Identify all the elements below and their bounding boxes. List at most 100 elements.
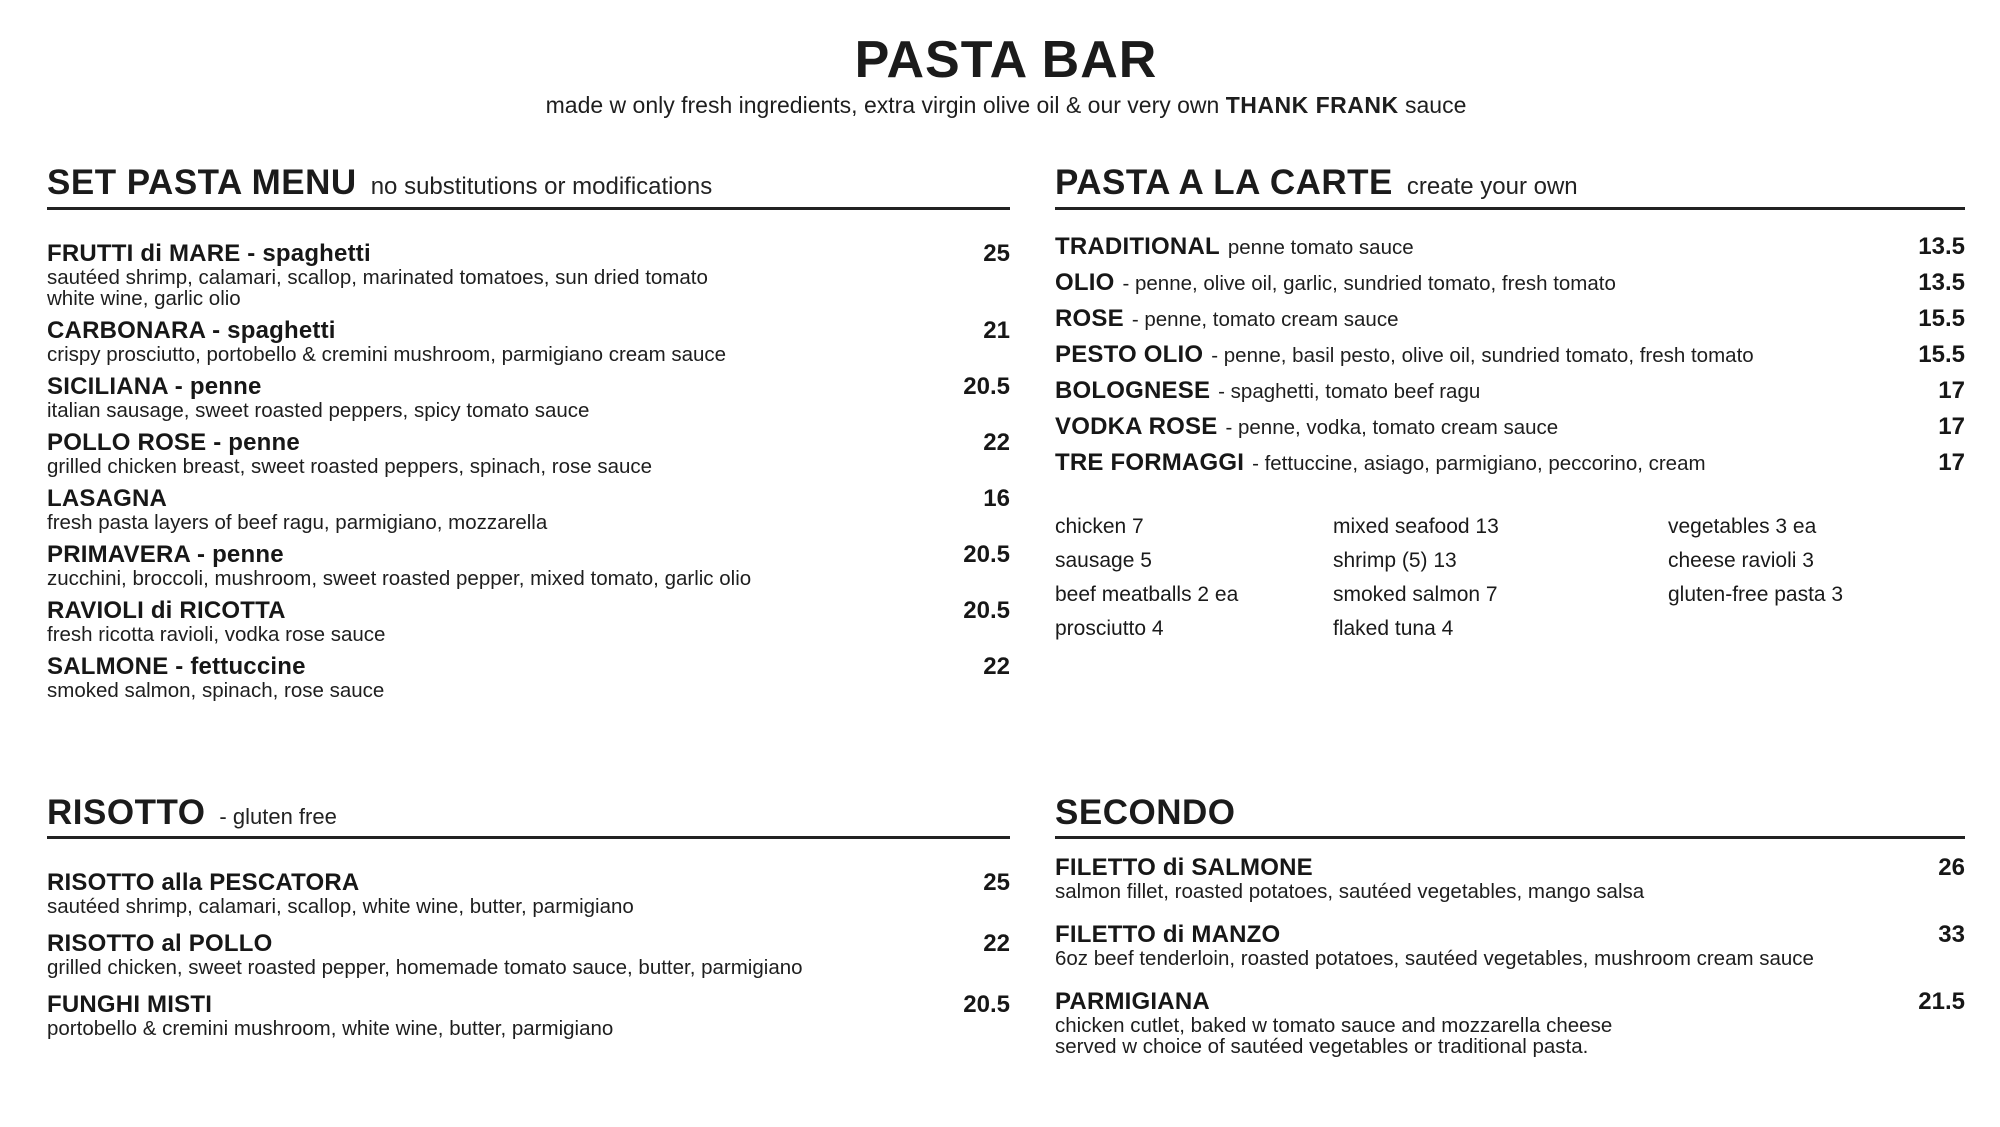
item-row: PESTO OLIO - penne, basil pesto, olive oi… [1055, 342, 1754, 371]
addon-line: gluten-free pasta 3 [1668, 583, 1844, 606]
item-row: FUNGHI MISTI 20.5 [47, 991, 1010, 1018]
item-price: 13.5 [1918, 233, 1965, 260]
item-name: LASAGNA [47, 485, 168, 512]
item-price: 22 [983, 930, 1010, 957]
section-pasta-a-la-carte: PASTA A LA CARTE create your own TRADITI… [1055, 165, 1965, 795]
menu-columns: SET PASTA MENU no substitutions or modif… [47, 165, 1965, 1078]
item-description: - fettuccine, asiago, parmigiano, peccor… [1252, 452, 1706, 475]
item-row: PRIMAVERA - penne 20.5 [47, 543, 1010, 567]
menu-item: PRIMAVERA - penne 20.5 zucchini, broccol… [47, 543, 1010, 590]
addon-line: smoked salmon 7 [1333, 583, 1498, 606]
menu-item: TRE FORMAGGI - fettuccine, asiago, parmig… [1055, 450, 1965, 479]
set-pasta-items: FRUTTI di MARE - spaghetti 25 sautéed sh… [47, 240, 1010, 702]
item-name: RISOTTO al POLLO [47, 930, 273, 957]
item-row: TRE FORMAGGI - fettuccine, asiago, parmig… [1055, 450, 1706, 479]
item-name: FRUTTI di MARE - spaghetti [47, 240, 371, 267]
item-description: - penne, basil pesto, olive oil, sundrie… [1211, 344, 1754, 367]
section-heading: PASTA A LA CARTE [1055, 163, 1393, 202]
menu-item: FUNGHI MISTI 20.5 portobello & cremini m… [47, 991, 1010, 1040]
menu-item: PESTO OLIO - penne, basil pesto, olive oi… [1055, 342, 1965, 371]
menu-item: FILETTO di SALMONE 26 salmon fillet, roa… [1055, 856, 1965, 903]
item-description: fresh ricotta ravioli, vodka rose sauce [47, 623, 386, 646]
item-description: fresh pasta layers of beef ragu, parmigi… [47, 511, 548, 534]
item-description: - penne, olive oil, garlic, sundried tom… [1122, 272, 1616, 295]
section-note: no substitutions or modifications [370, 173, 713, 200]
item-name: SICILIANA - penne [47, 373, 262, 400]
item-price: 17 [1938, 377, 1965, 404]
item-name: CARBONARA - spaghetti [47, 317, 336, 344]
section-heading: RISOTTO [47, 793, 206, 832]
item-row: OLIO - penne, olive oil, garlic, sundried… [1055, 270, 1616, 299]
item-name: POLLO ROSE - penne [47, 429, 300, 456]
menu-item: PARMIGIANA 21.5 chicken cutlet, baked w … [1055, 988, 1965, 1058]
section-header: SET PASTA MENU no substitutions or modif… [47, 165, 1010, 210]
item-row: LASAGNA 16 [47, 485, 1010, 512]
item-name: VODKA ROSE [1055, 413, 1218, 440]
item-name: TRADITIONAL [1055, 233, 1220, 260]
item-row: PARMIGIANA 21.5 [1055, 988, 1965, 1015]
menu-item: BOLOGNESE - spaghetti, tomato beef ragu 1… [1055, 378, 1965, 407]
menu-item: RISOTTO al POLLO 22 grilled chicken, swe… [47, 930, 1010, 979]
item-description: crispy prosciutto, portobello & cremini … [47, 343, 727, 366]
addon-line: sausage 5 [1055, 549, 1152, 572]
addon-column-veg: vegetables 3 ea cheese ravioli 3 gluten-… [1668, 516, 1965, 652]
menu-item: RISOTTO alla PESCATORA 25 sautéed shrimp… [47, 869, 1010, 918]
addon-line: cheese ravioli 3 [1668, 549, 1814, 572]
menu-item: SICILIANA - penne 20.5 italian sausage, … [47, 373, 1010, 422]
item-description: - spaghetti, tomato beef ragu [1218, 380, 1481, 403]
menu-item: RAVIOLI di RICOTTA 20.5 fresh ricotta ra… [47, 597, 1010, 646]
secondo-items: FILETTO di SALMONE 26 salmon fillet, roa… [1055, 856, 1965, 1058]
item-price: 21.5 [1918, 988, 1965, 1015]
item-name: PARMIGIANA [1055, 988, 1210, 1015]
item-name: BOLOGNESE [1055, 377, 1211, 404]
item-description: sautéed shrimp, calamari, scallop, white… [47, 895, 634, 918]
item-price: 21 [983, 317, 1010, 344]
item-row: BOLOGNESE - spaghetti, tomato beef ragu [1055, 378, 1480, 407]
item-name: TRE FORMAGGI [1055, 449, 1245, 476]
addon-line: shrimp (5) 13 [1333, 549, 1457, 572]
item-row: RISOTTO alla PESCATORA 25 [47, 869, 1010, 896]
section-header: PASTA A LA CARTE create your own [1055, 165, 1965, 210]
addons-grid: chicken 7 sausage 5 beef meatballs 2 ea … [1055, 516, 1965, 652]
section-header: SECONDO [1055, 795, 1965, 839]
item-name: ROSE [1055, 305, 1124, 332]
item-row: FRUTTI di MARE - spaghetti 25 [47, 240, 1010, 267]
item-price: 15.5 [1918, 341, 1965, 368]
risotto-items: RISOTTO alla PESCATORA 25 sautéed shrimp… [47, 869, 1010, 1040]
item-name: RISOTTO alla PESCATORA [47, 869, 360, 896]
item-price: 20.5 [963, 373, 1010, 400]
item-price: 20.5 [963, 991, 1010, 1018]
item-price: 25 [983, 869, 1010, 896]
item-description: portobello & cremini mushroom, white win… [47, 1017, 614, 1040]
item-description: salmon fillet, roasted potatoes, sautéed… [1055, 880, 1645, 903]
brand-name: THANK FRANK [1225, 92, 1399, 118]
item-price: 13.5 [1918, 269, 1965, 296]
item-name: OLIO [1055, 269, 1115, 296]
page-title: PASTA BAR [854, 31, 1158, 89]
item-price: 17 [1938, 413, 1965, 440]
item-description: - penne, tomato cream sauce [1131, 308, 1399, 331]
item-name: FILETTO di MANZO [1055, 921, 1281, 948]
menu-item: VODKA ROSE - penne, vodka, tomato cream s… [1055, 414, 1965, 443]
item-price: 22 [983, 429, 1010, 456]
section-header: RISOTTO - gluten free [47, 795, 1010, 839]
addon-line: mixed seafood 13 [1333, 515, 1499, 538]
menu-item: FILETTO di MANZO 33 6oz beef tenderloin,… [1055, 921, 1965, 970]
addon-line: beef meatballs 2 ea [1055, 583, 1239, 606]
item-row: RAVIOLI di RICOTTA 20.5 [47, 597, 1010, 624]
item-price: 22 [983, 653, 1010, 680]
addon-line: prosciutto 4 [1055, 617, 1164, 640]
addon-line: flaked tuna 4 [1333, 617, 1454, 640]
item-price: 20.5 [963, 597, 1010, 624]
addon-column-proteins: chicken 7 sausage 5 beef meatballs 2 ea … [1055, 516, 1333, 652]
menu-item: TRADITIONAL penne tomato sauce 13.5 [1055, 234, 1965, 263]
item-row: FILETTO di SALMONE 26 [1055, 856, 1965, 880]
a-la-carte-items: TRADITIONAL penne tomato sauce 13.5 OLIO -… [1055, 234, 1965, 479]
item-row: TRADITIONAL penne tomato sauce [1055, 234, 1414, 263]
section-note: - gluten free [219, 804, 337, 829]
menu-subtitle: made w only fresh ingredients, extra vir… [47, 92, 1965, 119]
item-price: 17 [1938, 449, 1965, 476]
item-row: VODKA ROSE - penne, vodka, tomato cream s… [1055, 414, 1558, 443]
item-description: sautéed shrimp, calamari, scallop, marin… [47, 266, 708, 310]
